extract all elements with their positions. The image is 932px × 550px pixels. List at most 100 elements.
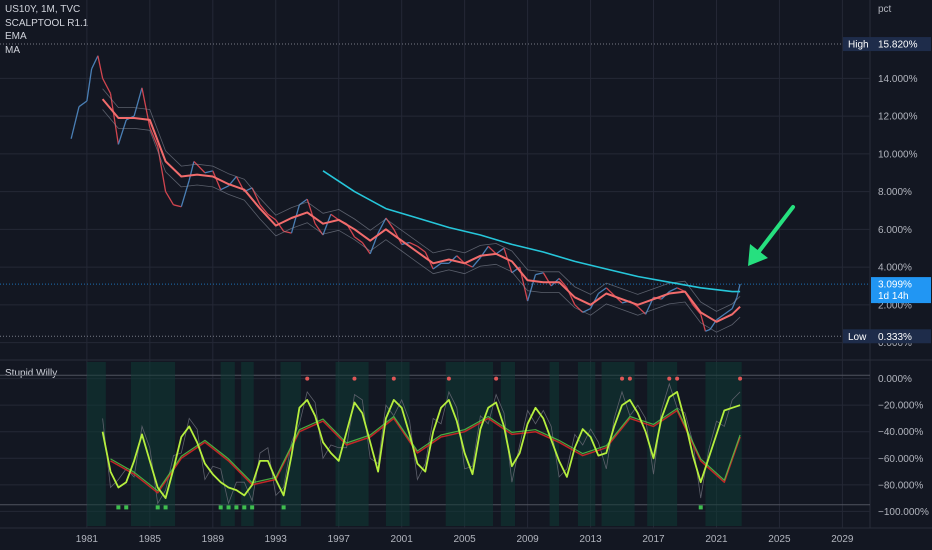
osc-bottom-dot-18 [242, 505, 247, 510]
price-segment-60 [526, 274, 537, 302]
osc-y-tick-0: 0.000% [878, 374, 912, 385]
price-segment-10 [133, 87, 143, 117]
axes: 1981 1985 1989 1993 1997 2001 2005 2009 2013 2017… [76, 4, 931, 545]
osc-bottom-dot-3 [124, 505, 129, 510]
price-segment-17 [188, 161, 195, 181]
y-tick-1: 2.000% [878, 300, 912, 311]
symbol-title: US10Y, 1M, TVC [5, 4, 81, 15]
price-segment-86 [723, 308, 733, 315]
osc-band-11 [601, 362, 635, 526]
price-segment-5 [97, 55, 104, 79]
osc-y-tick-4: −80.000% [878, 480, 923, 491]
price-segment-11 [141, 87, 151, 128]
price-segment-83 [705, 328, 711, 332]
price-segment-30 [290, 204, 300, 234]
indicator-scalptool[interactable]: SCALPTOOL R1.1 [5, 17, 89, 29]
indicator-ma[interactable]: MA [5, 44, 20, 56]
price-segment-38 [354, 236, 363, 244]
price-segment-19 [204, 170, 213, 174]
last-badge-value: 3.099% [878, 280, 912, 291]
y-tick-5: 10.000% [878, 149, 918, 160]
osc-y-tick-2: −40.000% [878, 427, 923, 438]
price-segment-53 [472, 257, 481, 268]
osc-top-dot-72 [667, 376, 672, 381]
y-tick-2: 4.000% [878, 263, 912, 274]
osc-band-0 [86, 362, 106, 526]
price-segment-62 [542, 272, 552, 287]
price-segment-70 [605, 287, 615, 296]
price-segment-41 [377, 217, 387, 234]
price-segment-20 [212, 170, 222, 190]
oscillator-title[interactable]: Stupid Willy [5, 368, 58, 379]
oscillator-bands [86, 362, 742, 526]
price-segment-14 [165, 191, 175, 206]
osc-band-7 [445, 362, 493, 526]
price-segment-16 [180, 180, 190, 207]
price-segment-12 [149, 127, 159, 147]
price-segment-15 [173, 204, 182, 208]
high-badge-label-bg [843, 37, 871, 52]
low-badge-label-bg [843, 329, 871, 344]
annotation-arrow-head [748, 244, 768, 266]
x-tick-1985: 1985 [139, 534, 162, 545]
osc-band-3 [241, 362, 254, 526]
osc-band-5 [335, 362, 369, 526]
price-segment-81 [692, 304, 702, 315]
chart-marks [70, 55, 795, 510]
osc-bottom-dot-7 [155, 505, 160, 510]
price-segment-46 [417, 245, 426, 253]
osc-bottom-dot-23 [281, 505, 286, 510]
y-tick-3: 6.000% [878, 225, 912, 236]
osc-bottom-dot-76 [698, 505, 703, 510]
osc-raw-line [102, 382, 741, 505]
osc-bottom-dot-19 [250, 505, 255, 510]
osc-band-12 [647, 362, 678, 526]
osc-fast-line [101, 391, 741, 499]
low-badge-bg [871, 329, 931, 344]
x-tick-2021: 2021 [705, 534, 728, 545]
osc-band-13 [705, 362, 742, 526]
osc-top-dot-66 [620, 376, 625, 381]
price-segment-88 [736, 283, 741, 298]
x-tick-1989: 1989 [202, 534, 225, 545]
price-segment-85 [716, 313, 725, 321]
price-segment-82 [700, 314, 707, 332]
ema-line [101, 98, 741, 323]
osc-band-4 [280, 362, 301, 526]
osc-top-dot-67 [627, 376, 632, 381]
price-segment-21 [220, 185, 229, 191]
y-tick-4: 8.000% [878, 187, 912, 198]
x-tick-2017: 2017 [642, 534, 665, 545]
osc-top-dot-50 [494, 376, 499, 381]
x-tick-2013: 2013 [579, 534, 602, 545]
osc-band-6 [385, 362, 410, 526]
x-tick-2029: 2029 [831, 534, 854, 545]
price-segment-52 [464, 262, 473, 268]
osc-top-dot-44 [446, 376, 451, 381]
osc-bottom-dot-15 [218, 505, 223, 510]
ema-upper-band [102, 88, 741, 312]
x-tick-2025: 2025 [768, 534, 791, 545]
price-segment-56 [495, 247, 505, 255]
price-segment-6 [102, 78, 112, 94]
price-segment-61 [535, 272, 544, 276]
price-segment-69 [598, 287, 607, 295]
osc-bottom-dot-2 [116, 505, 121, 510]
osc-bottom-dot-17 [234, 505, 239, 510]
last-badge-countdown: 1d 14h [878, 291, 909, 302]
price-segment-27 [267, 213, 277, 221]
osc-band-1 [130, 362, 176, 526]
high-badge-bg [871, 37, 931, 52]
low-badge-value: 0.333% [878, 332, 912, 343]
price-segment-1 [70, 106, 80, 139]
price-segment-48 [432, 262, 442, 270]
high-badge-value: 15.820% [878, 40, 918, 51]
x-tick-2005: 2005 [454, 534, 477, 545]
annotation-arrow-shaft [755, 205, 795, 256]
indicator-ema[interactable]: EMA [5, 31, 27, 42]
y-tick-0: 0.000% [878, 338, 912, 349]
price-segment-4 [91, 55, 99, 70]
price-segment-7 [109, 93, 120, 145]
x-tick-1993: 1993 [265, 534, 288, 545]
